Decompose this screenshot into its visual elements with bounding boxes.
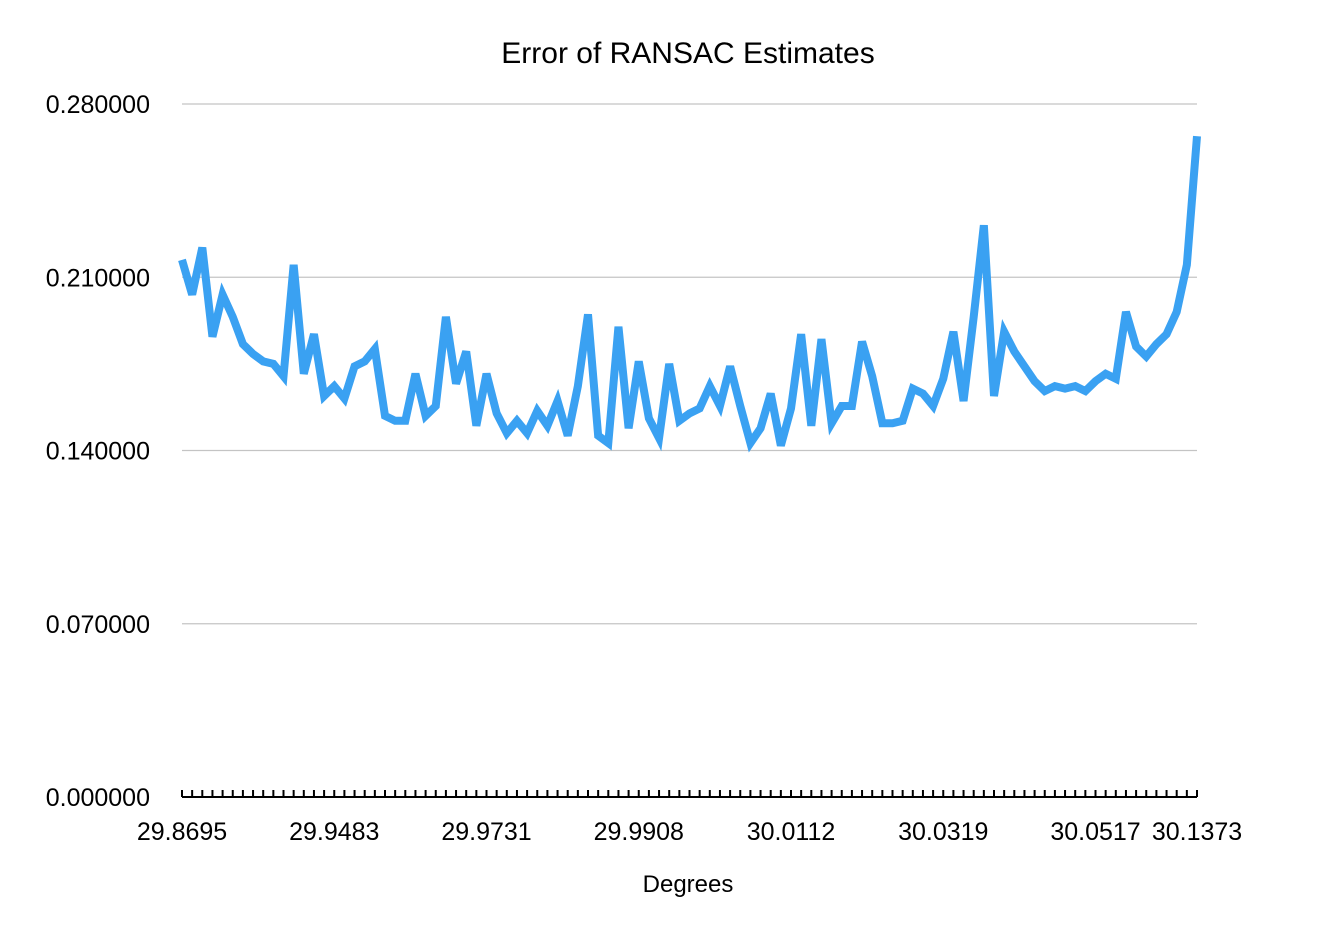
y-tick-label: 0.070000 [46,611,150,639]
x-tick-label: 30.0517 [1050,818,1140,846]
x-axis [181,790,1198,798]
x-tick-label: 29.9908 [594,818,684,846]
x-tick-label: 30.0319 [898,818,988,846]
x-axis-title: Degrees [643,871,734,898]
series-layer [178,135,1201,453]
x-tick-label: 30.0112 [747,818,836,846]
x-tick-label: 30.1373 [1152,818,1242,846]
x-tick-label: 29.9483 [289,818,379,846]
gridlines [182,103,1197,625]
y-tick-label: 0.000000 [46,784,150,812]
x-tick-label: 29.8695 [137,818,227,846]
y-tick-label: 0.210000 [46,264,150,292]
series-line [178,135,1201,453]
y-axis-tick-labels: 0.000000 0.070000 0.140000 0.210000 0.280000 [46,91,150,812]
x-axis-tick-labels: 29.8695 29.9483 29.9731 29.9908 30.0112 30.03… [137,818,1242,846]
y-tick-label: 0.280000 [46,91,150,119]
y-tick-label: 0.140000 [46,438,150,466]
x-tick-label: 29.9731 [441,818,531,846]
chart-title: Error of RANSAC Estimates [501,37,874,70]
